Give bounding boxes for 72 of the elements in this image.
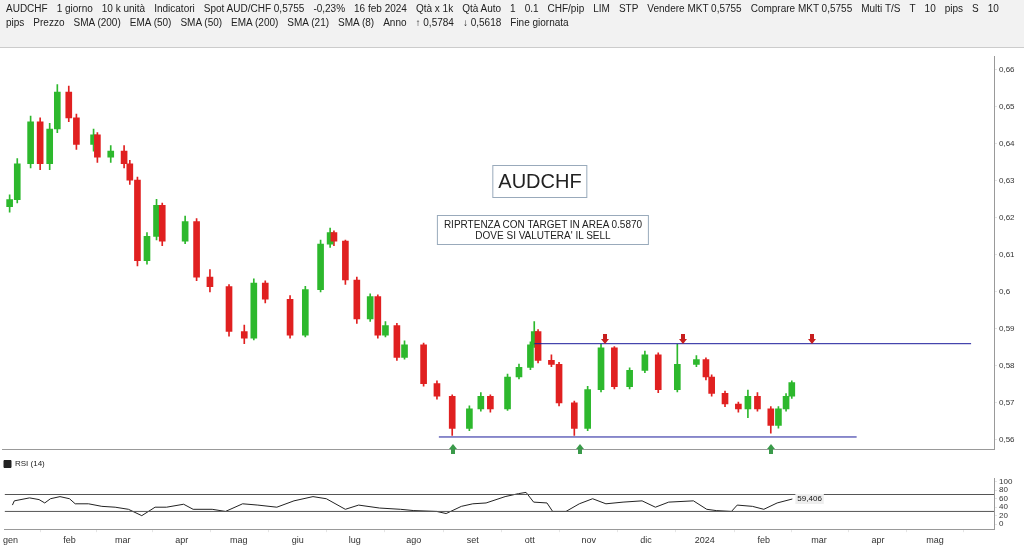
text: Comprare MKT 0,5755 [750, 3, 853, 14]
text: 10 k unità [101, 3, 146, 14]
text: 10 [987, 3, 999, 14]
y-tick-label: 80 [999, 485, 1009, 495]
x-tick-label: mag [926, 535, 944, 546]
text: SMA (8) [338, 17, 375, 28]
y-tick-label: 0,57 [999, 398, 1016, 408]
x-tick-label: dic [640, 535, 653, 546]
y-tick-label: 100 [999, 477, 1013, 487]
x-tick-label: feb [757, 535, 771, 546]
text: EMA (200) [231, 17, 279, 28]
text: Qtà x 1k [415, 3, 454, 14]
y-tick-label: 0,65 [999, 101, 1016, 111]
text: Fine giornata [510, 17, 569, 28]
y-tick-label: 0,58 [999, 361, 1016, 371]
y-tick-label: 0,56 [999, 435, 1016, 445]
y-tick-label: 40 [999, 502, 1009, 512]
x-tick-label: apr [871, 535, 885, 546]
y-tick-label: 0,62 [999, 213, 1016, 223]
text: T [909, 3, 916, 14]
text: ↓ 0,5618 [462, 17, 502, 28]
text: Anno [383, 17, 407, 28]
y-tick-label: 0 [999, 519, 1004, 529]
text: Multi T/S [861, 3, 901, 14]
text: S [972, 3, 979, 14]
text: Indicatori [154, 3, 195, 14]
text: SMA (50) [180, 17, 223, 28]
y-tick-label: 0,6 [999, 287, 1011, 297]
text: LIM [593, 3, 610, 14]
text: CHF/pip [547, 3, 585, 14]
x-tick-label: ott [524, 535, 536, 546]
y-tick-label: 20 [999, 510, 1009, 520]
text: SMA (21) [287, 17, 330, 28]
x-tick-label: gen [3, 535, 19, 546]
text: EMA (50) [129, 17, 172, 28]
text: 10 [924, 3, 936, 14]
text: STP [618, 3, 639, 14]
x-tick-label: 2024 [694, 535, 715, 546]
text: RIPRTENZA CON TARGET IN AREA 0.5870 DOVE SI VALUTERA' IL SELL [436, 215, 650, 245]
x-tick-label: ago [406, 535, 422, 546]
text: AUDCHF [492, 165, 588, 198]
text: AUDCHF [6, 3, 48, 14]
x-tick-label: nov [581, 535, 597, 546]
legend-label: RSI (14) [15, 459, 46, 469]
y-tick-label: 0,66 [999, 64, 1016, 74]
x-tick-label: set [466, 535, 480, 546]
text: 16 feb 2024 [354, 3, 407, 14]
y-tick-label: 0,59 [999, 324, 1016, 334]
text: Spot AUD/CHF 0,5755 [203, 3, 305, 14]
x-tick-label: giu [291, 535, 304, 546]
annotation: 59,406 [797, 494, 823, 504]
text: pips [6, 17, 25, 28]
y-tick-label: 60 [999, 493, 1009, 503]
x-tick-label: mar [811, 535, 827, 546]
text: Qtà Auto [462, 3, 502, 14]
text: 1 giorno [56, 3, 93, 14]
x-tick-label: apr [175, 535, 189, 546]
x-tick-label: feb [63, 535, 76, 546]
x-tick-label: mag [230, 535, 248, 546]
y-tick-label: 0,64 [999, 139, 1016, 148]
x-tick-label: lug [348, 535, 361, 546]
x-tick-label: mar [115, 535, 131, 546]
text: Vendere MKT 0,5755 [647, 3, 742, 14]
text: Prezzo [33, 17, 65, 28]
text: 1 [510, 3, 516, 14]
y-tick-label: 0,61 [999, 250, 1016, 260]
y-tick-label: 0,63 [999, 176, 1016, 186]
text: SMA (200) [73, 17, 121, 28]
text: pips [944, 3, 964, 14]
text: -0,23% [313, 3, 346, 14]
text: 0.1 [524, 3, 539, 14]
text: ↑ 0,5784 [415, 17, 454, 28]
